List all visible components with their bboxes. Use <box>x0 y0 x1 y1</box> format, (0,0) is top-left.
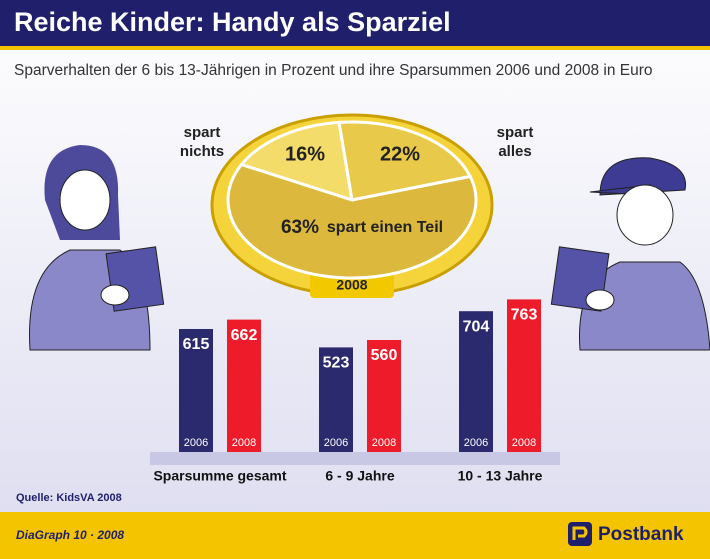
x-category-label: 6 - 9 Jahre <box>325 468 394 484</box>
bar-value-label: 615 <box>183 336 210 353</box>
bar <box>367 340 401 452</box>
girl-illustration <box>29 145 165 351</box>
pie-category-label: spart einen Teil <box>327 219 443 236</box>
year-badge <box>310 274 394 298</box>
brand: Postbank <box>598 524 684 545</box>
pie-value-label: 22% <box>380 143 420 165</box>
pie-slice <box>226 162 478 280</box>
postbank-logo <box>568 522 592 546</box>
x-category-label: Sparsumme gesamt <box>153 468 286 484</box>
credit: DiaGraph 10 · 2008 <box>16 528 124 542</box>
source: Quelle: KidsVA 2008 <box>16 492 122 504</box>
bar <box>179 329 213 452</box>
bar-series-label: 2008 <box>512 437 536 449</box>
x-category-label: 10 - 13 Jahre <box>458 468 543 484</box>
pie-category-label: spart nichts <box>180 124 224 160</box>
bar <box>507 299 541 452</box>
word: alles <box>498 143 531 160</box>
bar <box>459 311 493 452</box>
subtitle: Sparverhalten der 6 bis 13-Jährigen in P… <box>14 62 652 79</box>
word: spart <box>184 124 221 141</box>
bar-value-label: 704 <box>463 318 490 335</box>
bar <box>227 319 261 452</box>
pie-year: 2008 <box>336 277 367 293</box>
pie-slice <box>337 120 473 202</box>
bar-series-label: 2006 <box>184 437 208 449</box>
title: Reiche Kinder: Handy als Sparziel <box>14 7 451 37</box>
word: spart <box>497 124 534 141</box>
pie-value-label: 63% <box>281 217 319 238</box>
pie-category-label: spart alles <box>497 124 534 160</box>
bar-value-label: 662 <box>231 327 258 344</box>
baseline-band <box>150 452 560 465</box>
header-bar <box>0 0 710 46</box>
header-stripe <box>0 46 710 50</box>
bar-value-label: 523 <box>323 355 350 372</box>
bar-value-label: 763 <box>511 307 538 324</box>
pie-slice <box>238 120 354 203</box>
word: nichts <box>180 143 224 160</box>
bar <box>319 347 353 452</box>
bar-series-label: 2008 <box>232 437 256 449</box>
bar-series-label: 2008 <box>372 437 396 449</box>
boy-illustration <box>550 157 710 351</box>
bar-series-label: 2006 <box>464 437 488 449</box>
bar-value-label: 560 <box>371 347 398 364</box>
pie-value-label: 16% <box>285 143 325 165</box>
bar-series-label: 2006 <box>324 437 348 449</box>
